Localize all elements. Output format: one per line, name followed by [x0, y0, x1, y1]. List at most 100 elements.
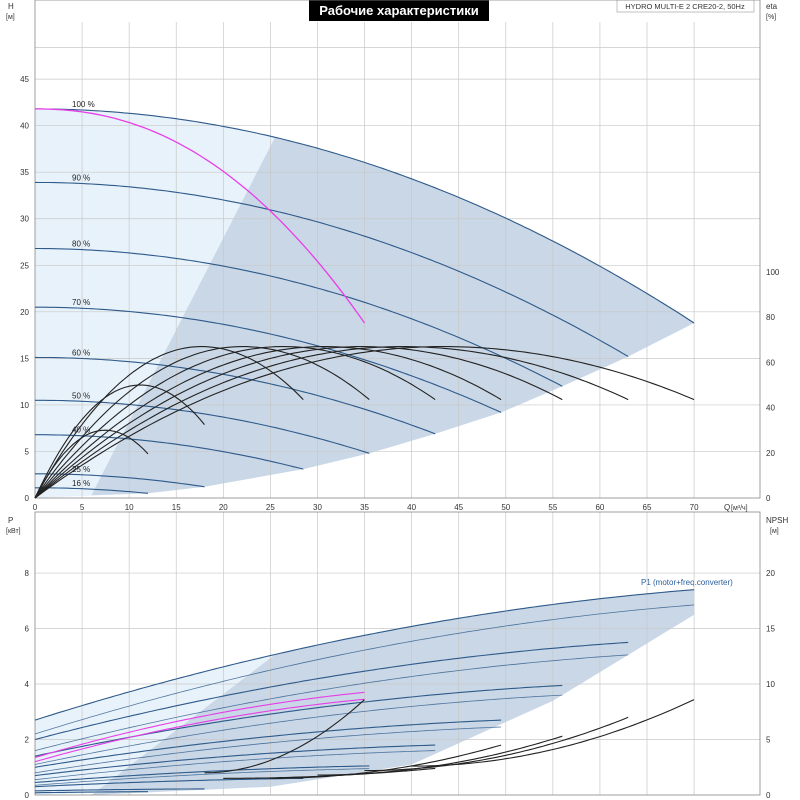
- h-tick-label: 25: [20, 261, 29, 270]
- p1-curve: [34, 791, 148, 794]
- q-tick-label: 20: [219, 503, 228, 512]
- speed-curve: [35, 399, 370, 454]
- speed-curve-label: 25 %: [72, 465, 90, 474]
- h-tick-label: 15: [20, 354, 29, 363]
- efficiency-curve: [34, 346, 370, 499]
- speed-curve: [35, 487, 149, 494]
- efficiency-curve: [34, 346, 695, 499]
- eta-tick-label: 20: [766, 449, 775, 458]
- p1-curve: [34, 777, 304, 788]
- speed-curve-label: 90 %: [72, 173, 90, 182]
- npsh-tick-label: 10: [766, 680, 775, 689]
- speed-curve: [35, 108, 695, 324]
- p1-series-label: P1 (motor+freq.converter): [641, 578, 733, 587]
- eta-axis-unit: [%]: [766, 14, 776, 21]
- q-tick-label: 50: [501, 503, 510, 512]
- p2-curve: [34, 750, 436, 781]
- p-axis-unit: [кВт]: [6, 528, 21, 535]
- efficiency-curve: [34, 346, 563, 499]
- chart-title: Рабочие характеристики: [319, 3, 479, 18]
- duty-power-curve: [34, 698, 365, 763]
- q-tick-label: 10: [125, 503, 134, 512]
- h-tick-label: 5: [25, 447, 30, 456]
- p1-curve: [35, 788, 205, 792]
- npsh-curve: [364, 716, 629, 772]
- h-tick-label: 20: [20, 308, 29, 317]
- duty-curve: [35, 108, 366, 324]
- q-axis-label: Q: [724, 503, 730, 512]
- p2-curve: [34, 768, 370, 786]
- h-tick-label: 30: [20, 215, 29, 224]
- npsh-curve: [411, 699, 695, 767]
- q-tick-label: 65: [643, 503, 652, 512]
- p-tick-label: 0: [25, 791, 30, 800]
- model-box: [616, 0, 755, 13]
- p1-curve: [34, 744, 436, 777]
- h-axis-label: H: [8, 2, 14, 11]
- efficiency-curve: [34, 384, 205, 499]
- npsh-tick-label: 0: [766, 791, 771, 800]
- eta-axis-label: eta: [766, 2, 778, 11]
- efficiency-curve: [34, 346, 304, 499]
- h-tick-label: 45: [20, 75, 29, 84]
- npsh-tick-label: 20: [766, 569, 775, 578]
- npsh-tick-label: 5: [766, 736, 771, 745]
- q-tick-label: 45: [454, 503, 463, 512]
- npsh-axis-unit: [м]: [770, 528, 779, 535]
- p2-curve: [34, 654, 629, 751]
- q-tick-label: 70: [690, 503, 699, 512]
- speed-curve: [34, 356, 436, 435]
- p-tick-label: 2: [25, 736, 30, 745]
- speed-curve-label: 80 %: [72, 240, 90, 249]
- speed-curve-label: 50 %: [72, 391, 90, 400]
- p1-curve: [34, 719, 502, 768]
- npsh-axis-label: NPSH: [766, 516, 788, 525]
- speed-curve-label: 100 %: [72, 100, 95, 109]
- duty-power-curve: [34, 691, 365, 759]
- q-tick-label: 35: [360, 503, 369, 512]
- p2-curve: [34, 694, 563, 765]
- eta-tick-label: 100: [766, 268, 780, 277]
- speed-curve: [35, 306, 502, 413]
- q-tick-label: 40: [407, 503, 416, 512]
- eta-tick-label: 40: [766, 404, 775, 413]
- speed-curve-label: 40 %: [72, 426, 90, 435]
- model-label: HYDRO MULTI-E 2 CRE20-2, 50Hz: [625, 2, 745, 11]
- p1-curve: [34, 765, 370, 784]
- eta-tick-label: 80: [766, 313, 775, 322]
- q-tick-label: 5: [80, 503, 85, 512]
- p2-curve: [34, 726, 502, 774]
- efficiency-curve: [34, 429, 149, 499]
- p1-curve: [34, 589, 695, 721]
- npsh-curve: [204, 699, 365, 774]
- q-axis-unit: [м³/ч]: [731, 505, 748, 512]
- npsh-tick-label: 15: [766, 625, 775, 634]
- speed-curve: [35, 434, 304, 470]
- h-axis-unit: [м]: [6, 14, 15, 21]
- p1-curve: [34, 641, 629, 741]
- p-tick-label: 8: [25, 569, 30, 578]
- speed-curve: [35, 247, 563, 387]
- speed-curve-label: 60 %: [72, 348, 90, 357]
- q-tick-label: 25: [266, 503, 275, 512]
- q-tick-label: 0: [33, 503, 38, 512]
- h-tick-label: 35: [20, 168, 29, 177]
- bottom-frame: [34, 511, 761, 796]
- power-range-dark: [91, 589, 695, 795]
- p-axis-label: P: [8, 516, 13, 525]
- speed-curve-label: 16 %: [72, 479, 90, 488]
- speed-curve-label: 70 %: [72, 298, 90, 307]
- q-tick-label: 30: [313, 503, 322, 512]
- h-tick-label: 10: [20, 401, 29, 410]
- title-box: [309, 0, 489, 21]
- q-tick-label: 15: [172, 503, 181, 512]
- p-tick-label: 4: [25, 680, 30, 689]
- q-tick-label: 55: [548, 503, 557, 512]
- q-tick-label: 60: [595, 503, 604, 512]
- p-tick-label: 6: [25, 625, 30, 634]
- eta-tick-label: 0: [766, 494, 771, 503]
- efficiency-curve: [34, 346, 502, 499]
- speed-curve: [34, 181, 629, 357]
- h-tick-label: 0: [25, 494, 30, 503]
